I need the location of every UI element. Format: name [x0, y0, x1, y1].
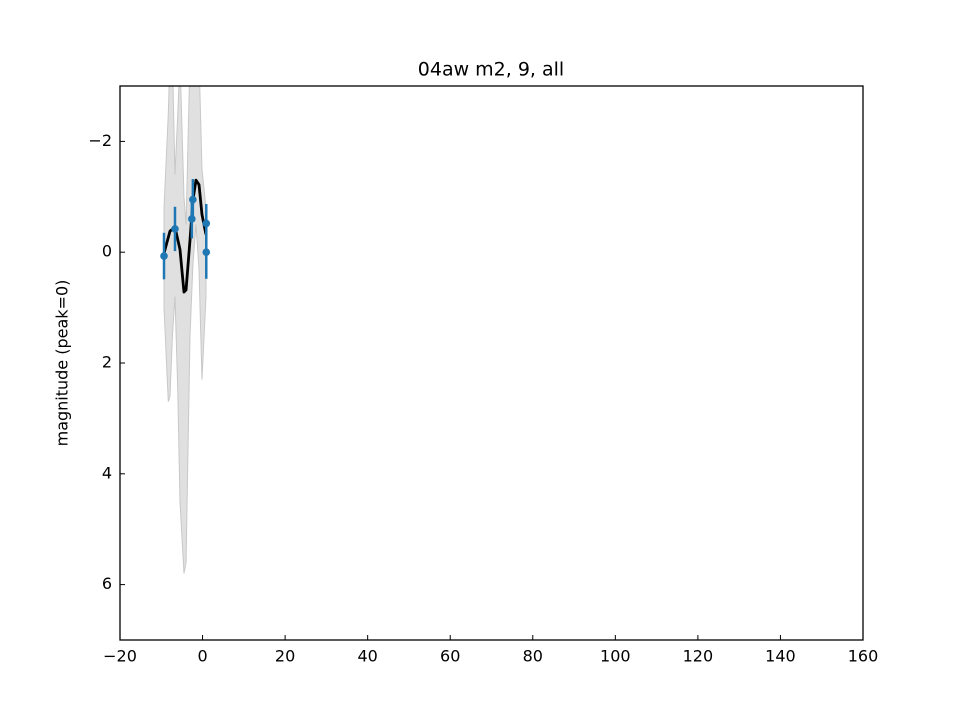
data-point [171, 225, 179, 233]
y-tick-label: 4 [102, 463, 112, 482]
x-tick-label: 20 [275, 647, 295, 666]
y-tick-label: −2 [88, 131, 112, 150]
y-axis-label: magnitude (peak=0) [53, 280, 72, 447]
x-tick-label: −20 [103, 647, 137, 666]
plot-area [160, 86, 211, 574]
y-tick-label: 0 [102, 242, 112, 261]
x-tick-label: 40 [357, 647, 377, 666]
y-tick-label: 6 [102, 574, 112, 593]
x-tick-label: 60 [440, 647, 460, 666]
data-point [160, 252, 168, 260]
x-tick-label: 160 [848, 647, 879, 666]
x-tick-label: 100 [600, 647, 631, 666]
x-tick-label: 0 [197, 647, 207, 666]
data-point [202, 219, 211, 228]
y-tick-label: 2 [102, 353, 112, 372]
chart-title: 04aw m2, 9, all [418, 59, 564, 81]
data-point [202, 248, 211, 256]
x-tick-label: 140 [765, 647, 796, 666]
x-tick-label: 120 [683, 647, 714, 666]
x-tick-label: 80 [523, 647, 543, 666]
data-point [189, 195, 197, 204]
